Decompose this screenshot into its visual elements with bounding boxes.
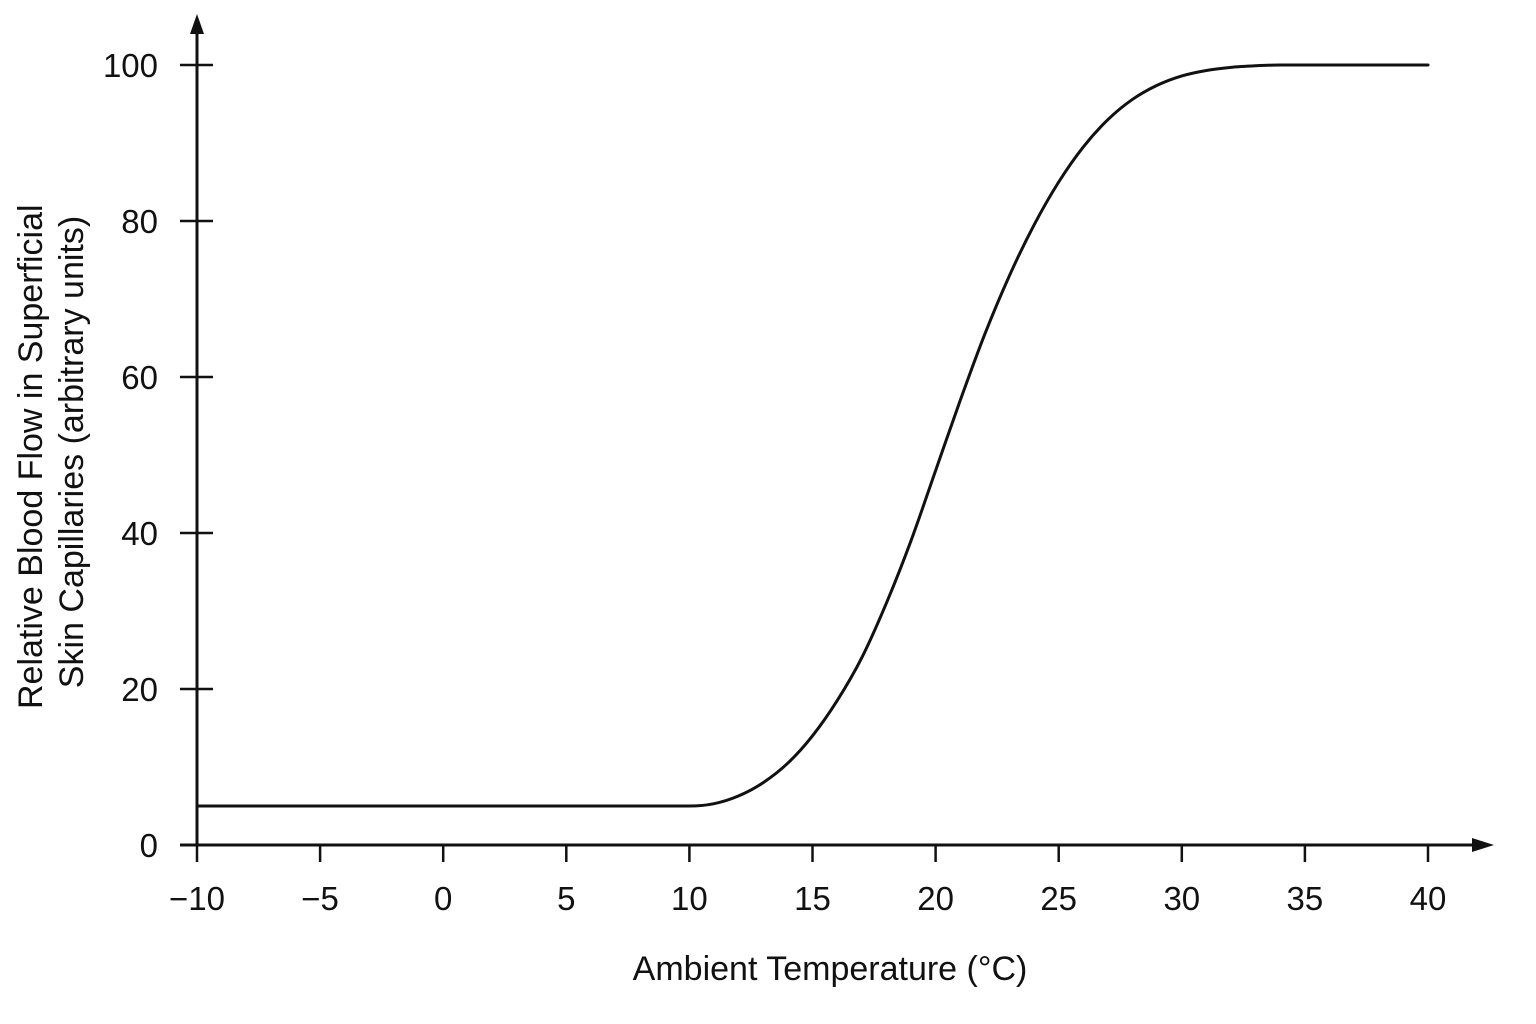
y-axis-label-line-2: Skin Capillaries (arbitrary units) <box>53 216 91 688</box>
y-axis-label-line-1: Relative Blood Flow in Superficial <box>12 204 50 709</box>
x-tick-label: 25 <box>1040 880 1077 917</box>
x-tick-label: 20 <box>917 880 954 917</box>
x-tick-label: −10 <box>169 880 225 917</box>
y-tick-label: 20 <box>121 671 158 708</box>
y-tick-label: 0 <box>140 827 158 864</box>
series-line <box>195 63 1430 808</box>
x-axis-label: Ambient Temperature (°C) <box>633 950 1028 988</box>
x-tick-label: 0 <box>434 880 452 917</box>
x-axis-arrowhead <box>1472 838 1494 852</box>
x-tick-label: 10 <box>671 880 708 917</box>
x-tick-label: 5 <box>557 880 575 917</box>
series-group <box>195 63 1430 808</box>
y-tick-label: 80 <box>121 203 158 240</box>
y-axis-label: Relative Blood Flow in Superficial Skin … <box>12 195 91 709</box>
x-tick-label: 35 <box>1287 880 1324 917</box>
y-axis-arrowhead <box>190 14 204 34</box>
y-tick-label: 60 <box>121 359 158 396</box>
x-tick-label: 40 <box>1410 880 1447 917</box>
x-tick-label: 15 <box>794 880 831 917</box>
y-tick-label: 40 <box>121 515 158 552</box>
y-axis-ticks: 0 20 40 60 80 100 <box>103 47 213 864</box>
x-tick-label: −5 <box>301 880 339 917</box>
y-tick-label: 100 <box>103 47 158 84</box>
x-tick-label: 30 <box>1163 880 1200 917</box>
x-axis-ticks: −10 −5 0 5 10 15 20 25 30 35 40 <box>169 845 1446 917</box>
